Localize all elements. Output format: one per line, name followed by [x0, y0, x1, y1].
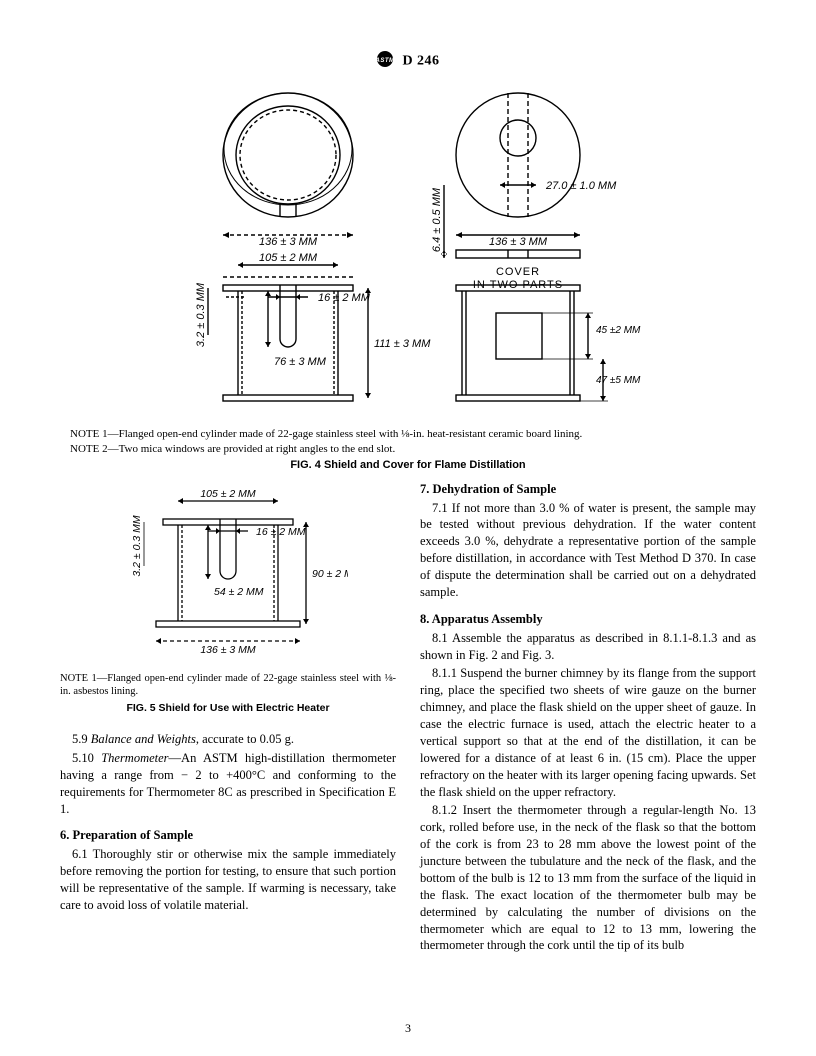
svg-text:COVER: COVER — [496, 266, 540, 278]
svg-text:16 ± 2 MM: 16 ± 2 MM — [318, 292, 371, 304]
fig4-caption: FIG. 4 Shield and Cover for Flame Distil… — [60, 459, 756, 471]
svg-text:IN TWO PARTS: IN TWO PARTS — [473, 279, 563, 291]
svg-text:111 ± 3 MM: 111 ± 3 MM — [374, 338, 431, 350]
standard-number: D 246 — [402, 54, 439, 69]
fig5-caption: FIG. 5 Shield for Use with Electric Heat… — [60, 701, 396, 715]
svg-text:136 ± 3 MM: 136 ± 3 MM — [259, 236, 318, 248]
svg-text:3.2 ± 0.3 MM: 3.2 ± 0.3 MM — [131, 515, 143, 576]
para-5-10: 5.10 Thermometer—An ASTM high-distillati… — [60, 750, 396, 818]
svg-text:136 ± 3 MM: 136 ± 3 MM — [200, 644, 256, 656]
svg-text:16 ± 2 MM: 16 ± 2 MM — [256, 526, 306, 538]
para-6-1: 6.1 Thoroughly stir or otherwise mix the… — [60, 846, 396, 914]
astm-logo-icon: ASTM — [376, 50, 394, 73]
section-8-head: 8. Apparatus Assembly — [420, 611, 756, 628]
figure-5: 105 ± 2 MM 16 ± 2 MM 90 ± 2 MM 54 ± 2 MM… — [60, 481, 396, 666]
svg-text:54 ± 2 MM: 54 ± 2 MM — [214, 586, 264, 598]
svg-text:90 ± 2 MM: 90 ± 2 MM — [312, 568, 348, 580]
svg-text:105 ± 2 MM: 105 ± 2 MM — [259, 252, 318, 264]
fig5-diagram: 105 ± 2 MM 16 ± 2 MM 90 ± 2 MM 54 ± 2 MM… — [108, 481, 348, 661]
svg-text:6.4 ± 0.5 MM: 6.4 ± 0.5 MM — [431, 187, 443, 252]
para-8-1: 8.1 Assemble the apparatus as described … — [420, 630, 756, 664]
svg-text:45 ±2 MM: 45 ±2 MM — [596, 325, 641, 336]
fig4-notes: NOTE 1—Flanged open-end cylinder made of… — [60, 427, 756, 457]
para-8-1-1: 8.1.1 Suspend the burner chimney by its … — [420, 665, 756, 800]
svg-text:47 ±5 MM: 47 ±5 MM — [596, 375, 641, 386]
svg-text:136 ± 3 MM: 136 ± 3 MM — [489, 236, 548, 248]
right-column: 7. Dehydration of Sample 7.1 If not more… — [420, 481, 756, 957]
para-8-1-2: 8.1.2 Insert the thermometer through a r… — [420, 802, 756, 954]
svg-text:27.0 ± 1.0 MM: 27.0 ± 1.0 MM — [545, 180, 617, 192]
svg-text:ASTM: ASTM — [376, 58, 394, 64]
para-7-1: 7.1 If not more than 3.0 % of water is p… — [420, 500, 756, 601]
svg-text:76 ± 3 MM: 76 ± 3 MM — [274, 356, 327, 368]
para-5-9: 5.9 Balance and Weights, accurate to 0.0… — [60, 731, 396, 748]
text-columns: 105 ± 2 MM 16 ± 2 MM 90 ± 2 MM 54 ± 2 MM… — [60, 481, 756, 957]
fig5-notes: NOTE 1—Flanged open-end cylinder made of… — [60, 672, 396, 699]
svg-text:105 ± 2 MM: 105 ± 2 MM — [200, 488, 256, 500]
fig4-diagram: 136 ± 3 MM 27.0 ± 1.0 MM 136 ± 3 MM 6.4 … — [168, 85, 648, 415]
svg-text:3.2 ± 0.3 MM: 3.2 ± 0.3 MM — [195, 282, 207, 347]
section-6-head: 6. Preparation of Sample — [60, 827, 396, 844]
figure-4: 136 ± 3 MM 27.0 ± 1.0 MM 136 ± 3 MM 6.4 … — [60, 85, 756, 419]
page-header: ASTM D 246 — [60, 50, 756, 73]
page-number: 3 — [0, 1021, 816, 1036]
left-column: 105 ± 2 MM 16 ± 2 MM 90 ± 2 MM 54 ± 2 MM… — [60, 481, 396, 957]
section-7-head: 7. Dehydration of Sample — [420, 481, 756, 498]
